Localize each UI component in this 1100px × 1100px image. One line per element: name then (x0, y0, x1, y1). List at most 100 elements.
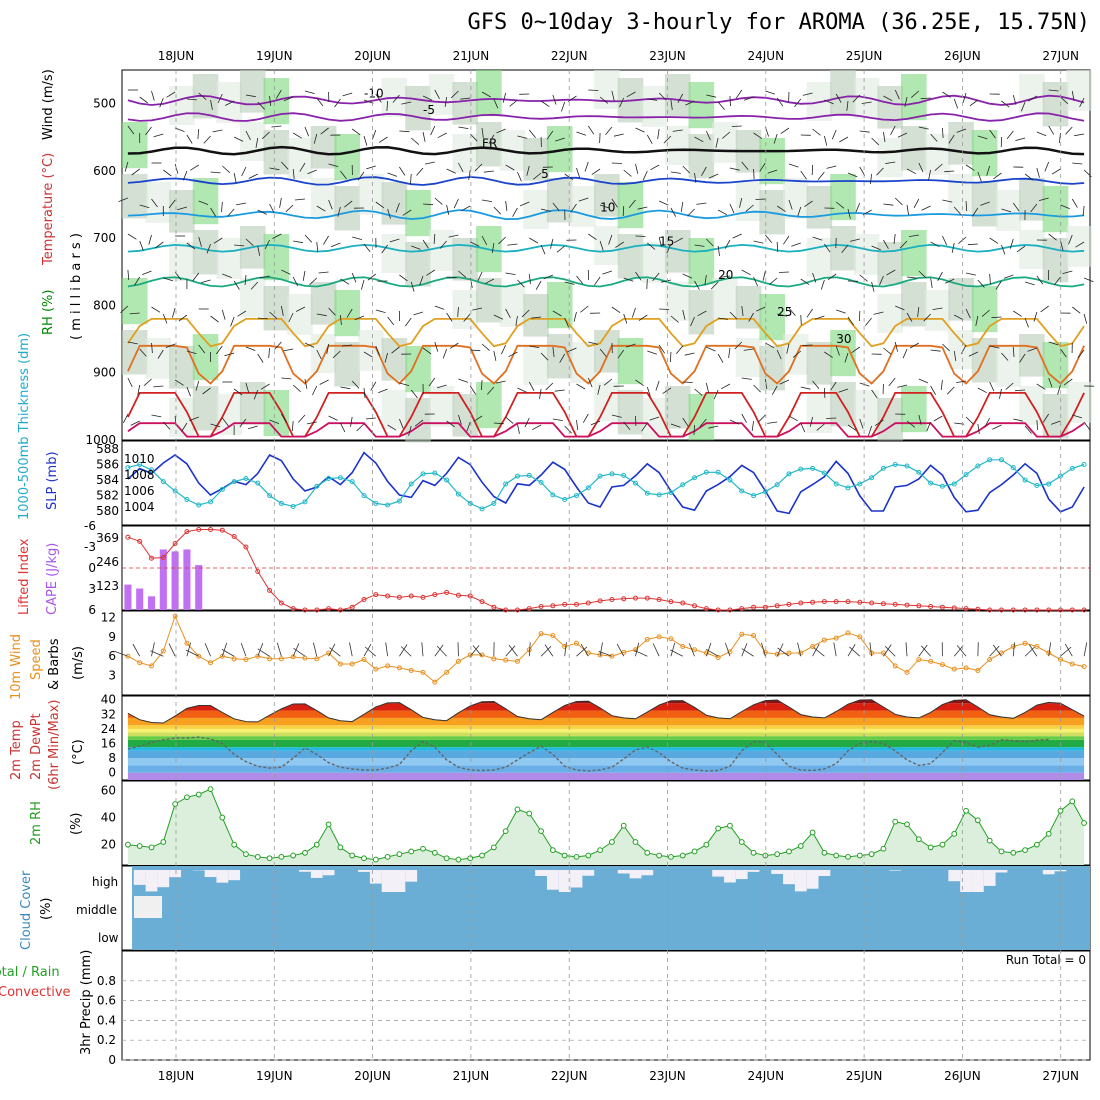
rh-point (396, 851, 403, 858)
isotherm-line (127, 276, 1085, 288)
wind-barb (356, 423, 365, 432)
wind-barb (908, 234, 919, 237)
cloud-high-gap (169, 870, 182, 878)
wind-speed-point (692, 647, 698, 653)
pressure-tick: 700 (93, 231, 116, 245)
wind-barb (323, 235, 329, 245)
wind-barb (450, 90, 459, 99)
wind-barb (481, 343, 490, 351)
wind-barb (375, 93, 382, 103)
wind-barb (414, 419, 424, 427)
thickness-point (408, 481, 414, 487)
wind-barb (642, 170, 648, 181)
wind-speed-point (904, 669, 910, 675)
rh-point (526, 810, 533, 817)
wind-barb (599, 96, 609, 104)
rh-point (302, 849, 308, 856)
thickness-tick: 588 (96, 442, 119, 456)
wind-barb (576, 275, 584, 285)
wind-barb (1048, 233, 1057, 241)
wind-label-2: Speed (29, 639, 44, 680)
wind-barb (366, 165, 376, 170)
wind-barb (550, 238, 554, 249)
cloud-high-gap (818, 870, 831, 877)
wind-barb (684, 352, 695, 356)
cloud-high-gap (948, 870, 961, 882)
thickness-point (1034, 483, 1040, 489)
pressure-tick: 1000 (85, 433, 116, 447)
wind-barb (647, 98, 658, 101)
rh-point (998, 848, 1005, 855)
rh-shade (806, 342, 833, 385)
wind-speed-point (172, 613, 178, 619)
wind-barb (540, 208, 551, 212)
wind-barb (545, 382, 554, 391)
wind-barb (913, 198, 920, 208)
thickness-point (715, 469, 721, 475)
wind-barb (351, 272, 357, 283)
cloud-high-gap (783, 870, 795, 885)
wind-barb (800, 314, 802, 326)
wind-barb (713, 389, 719, 400)
cloud-high-gap (582, 870, 595, 876)
wind-barb (250, 281, 259, 290)
wind-barb (552, 418, 563, 421)
cloud-middle-label: middle (76, 903, 117, 917)
temp-band (127, 736, 1085, 740)
wind-barb (588, 89, 599, 91)
wind-barb (762, 270, 766, 281)
wind-barb (942, 199, 953, 203)
wind-speed-point (243, 656, 249, 662)
wind-barb (261, 131, 270, 140)
li-point (160, 555, 166, 560)
wind-barb (626, 91, 636, 98)
cloud-high-gap (299, 870, 311, 872)
wind-barb (410, 137, 420, 145)
wind-barb-10m (363, 643, 372, 657)
wind-barb (779, 379, 790, 385)
isotherm-label: -5 (423, 103, 435, 117)
wind-barb (694, 244, 705, 247)
wind-barb (139, 348, 147, 357)
wind-barb (473, 415, 483, 422)
wind-barb-10m (221, 649, 235, 657)
wind-barb (930, 385, 936, 395)
isotherm-label: 20 (718, 268, 733, 282)
wind-barb (817, 171, 825, 181)
rh-shade (169, 242, 195, 281)
wind-barb (1079, 97, 1085, 108)
wind-barb (1074, 133, 1085, 137)
rh-shade (169, 346, 195, 389)
li-point (385, 593, 391, 599)
wind-barb (792, 350, 802, 358)
wind-barb (442, 348, 448, 359)
rh-shade (948, 174, 974, 213)
wind-barb (292, 132, 302, 139)
wind-barb (846, 100, 849, 111)
li-point (833, 599, 839, 605)
wind-barb (505, 164, 515, 171)
rh-shade (877, 86, 904, 129)
wind-barb (824, 135, 828, 146)
wind-barb (434, 89, 440, 99)
thickness-tick: 582 (96, 489, 119, 503)
wind-barb (531, 316, 542, 319)
li-point (680, 600, 686, 606)
isotherm-label: -10 (364, 86, 384, 100)
wind-barb-10m (204, 643, 211, 657)
rh-shade (1042, 186, 1069, 233)
wind-barb (827, 273, 837, 281)
wind-barb (705, 130, 711, 141)
thickness-point (998, 457, 1004, 463)
wind-barb (635, 271, 642, 281)
wind-barb (215, 345, 223, 355)
wind-barb (508, 351, 518, 358)
li-point (656, 597, 662, 602)
date-label-top: 21JUN (453, 49, 490, 63)
temp-tick: 32 (101, 707, 116, 721)
wind-barb (378, 136, 388, 143)
wind-barb-10m (528, 642, 531, 657)
rh-point (136, 843, 143, 849)
wind-barb (458, 162, 464, 172)
wind-barb (131, 168, 140, 176)
